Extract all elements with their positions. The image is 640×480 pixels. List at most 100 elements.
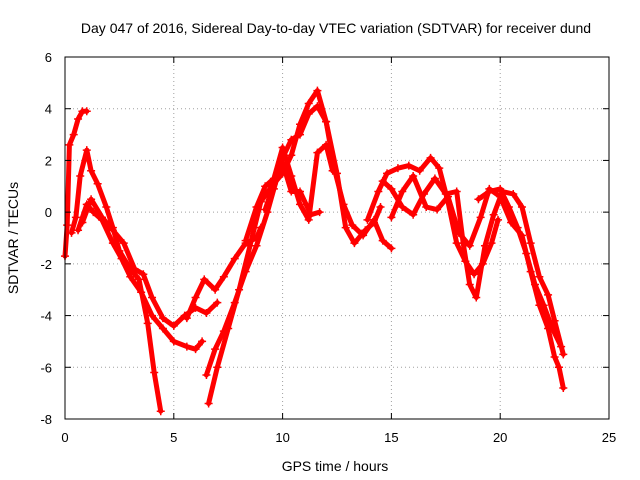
data-point-marker [398, 187, 407, 196]
y-tick-label: 4 [45, 102, 52, 117]
data-point-marker [378, 236, 387, 245]
series-arc-g [206, 88, 394, 406]
data-point-marker [211, 285, 220, 294]
data-point-marker [472, 293, 481, 302]
series-arc-d [79, 196, 220, 329]
data-point-marker [261, 205, 270, 214]
x-tick-label: 20 [493, 430, 507, 445]
data-point-marker [278, 159, 287, 168]
data-point-marker [261, 182, 270, 191]
data-point-marker [374, 187, 383, 196]
data-point-marker [415, 166, 424, 175]
data-point-marker [496, 184, 505, 193]
data-point-marker [89, 208, 98, 217]
data-point-marker [76, 171, 85, 180]
x-tick-label: 15 [384, 430, 398, 445]
y-axis-label: SDTVAR / TECUs [5, 182, 21, 294]
data-point-marker [97, 213, 106, 222]
data-point-marker [213, 298, 222, 307]
data-point-marker [65, 140, 74, 149]
data-point-marker [350, 239, 359, 248]
data-point-marker [108, 239, 117, 248]
data-point-marker [376, 202, 385, 211]
plot-frame [64, 56, 610, 420]
data-point-marker [387, 184, 396, 193]
data-point-marker [513, 223, 522, 232]
data-point-marker [430, 174, 439, 183]
data-point-marker [87, 195, 96, 204]
data-point-marker [341, 223, 350, 232]
data-point-marker [126, 272, 135, 281]
data-point-marker [169, 321, 178, 330]
data-point-marker [454, 228, 463, 237]
data-point-marker [470, 270, 479, 279]
data-point-marker [487, 239, 496, 248]
data-point-marker [202, 371, 211, 380]
data-series-layer [61, 86, 568, 416]
data-point-marker [554, 363, 563, 372]
data-point-marker [130, 265, 139, 274]
data-point-marker [383, 169, 392, 178]
data-point-marker [87, 166, 96, 175]
series-arc-b [69, 147, 164, 414]
data-point-marker [296, 187, 305, 196]
data-point-marker [548, 324, 557, 333]
data-point-marker [465, 241, 474, 250]
data-point-marker [93, 179, 102, 188]
data-point-marker [544, 290, 553, 299]
data-point-marker [409, 210, 418, 219]
data-point-marker [74, 115, 83, 124]
data-point-marker [535, 272, 544, 281]
y-tick-label: -2 [40, 257, 52, 272]
data-point-marker [278, 143, 287, 152]
axis-ticks: 0 5 10 15 20 25 -8 -6 -4 -2 0 2 4 6 [40, 50, 616, 445]
data-point-marker [119, 239, 128, 248]
data-point-marker [433, 205, 442, 214]
data-point-marker [211, 345, 220, 354]
data-point-marker [387, 213, 396, 222]
data-point-marker [143, 319, 152, 328]
data-point-marker [304, 215, 313, 224]
y-tick-label: -8 [40, 412, 52, 427]
data-point-marker [204, 399, 213, 408]
data-point-marker [359, 231, 368, 240]
x-tick-label: 0 [61, 430, 68, 445]
data-point-marker [74, 226, 83, 235]
data-point-marker [348, 221, 357, 230]
data-point-marker [557, 342, 566, 351]
data-point-marker [363, 215, 372, 224]
data-point-marker [465, 280, 474, 289]
chart-title: Day 047 of 2016, Sidereal Day-to-day VTE… [81, 20, 591, 36]
x-tick-label: 25 [602, 430, 616, 445]
data-point-marker [158, 314, 167, 323]
data-point-marker [158, 324, 167, 333]
data-point-marker [435, 164, 444, 173]
data-point-marker [426, 153, 435, 162]
series-arc-c [75, 201, 205, 352]
y-tick-label: 0 [45, 205, 52, 220]
data-point-marker [102, 202, 111, 211]
data-point-marker [230, 254, 239, 263]
data-point-marker [313, 86, 322, 95]
data-point-marker [108, 226, 117, 235]
data-point-marker [313, 148, 322, 157]
x-tick-label: 10 [275, 430, 289, 445]
data-point-marker [82, 146, 91, 155]
y-tick-label: 6 [45, 50, 52, 65]
data-point-marker [134, 275, 143, 284]
data-point-marker [182, 314, 191, 323]
x-tick-label: 5 [170, 430, 177, 445]
data-point-marker [219, 272, 228, 281]
data-point-marker [474, 195, 483, 204]
data-point-marker [559, 350, 568, 359]
data-point-marker [539, 301, 548, 310]
data-point-marker [452, 187, 461, 196]
data-point-marker [213, 363, 222, 372]
data-point-marker [156, 407, 165, 416]
data-point-marker [71, 213, 80, 222]
data-point-marker [398, 202, 407, 211]
data-point-marker [404, 161, 413, 170]
series-arc-a [62, 108, 90, 259]
data-point-marker [200, 275, 209, 284]
